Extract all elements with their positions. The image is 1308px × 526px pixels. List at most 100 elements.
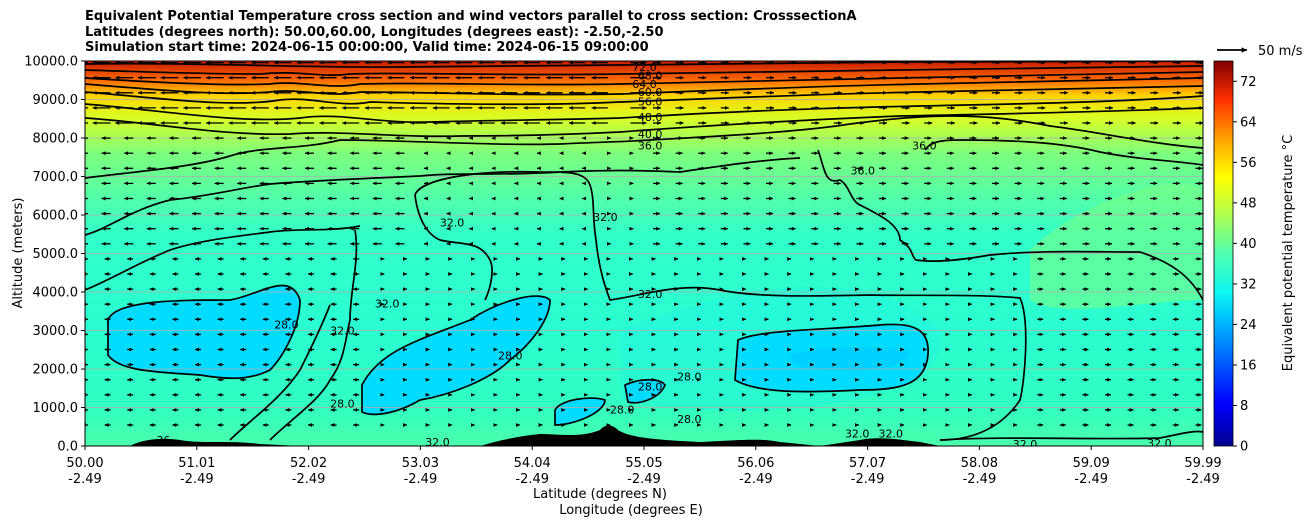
contour-label: 64.0 (632, 78, 657, 91)
y-axis: 0.0 1000.0 2000.0 3000.0 4000.0 5000.0 6000.0 7… (24, 55, 85, 455)
terrain (85, 425, 940, 446)
wind-vectors (85, 61, 1203, 427)
contour-label: 32.0 (375, 298, 400, 311)
contour-28-4 (554, 397, 606, 426)
x-tick-label-lat: 58.08 (961, 456, 998, 471)
x-tick-label-lat: 56.06 (737, 456, 774, 471)
colorbar-tick-label: 32 (1240, 277, 1257, 292)
contour-28-2 (361, 295, 551, 416)
title-line-3: Simulation start time: 2024-06-15 00:00:… (85, 40, 649, 55)
quiver-key-label: 50 m/s (1258, 44, 1303, 59)
colorbar (1213, 60, 1234, 447)
y-axis-label: Altitude (meters) (11, 198, 26, 309)
colorbar-tick-label: 0 (1240, 440, 1248, 455)
title-line-2: Latitudes (degrees north): 50.00,60.00, … (85, 24, 664, 40)
x-tick-label-lon: -2.49 (180, 472, 214, 487)
y-tick-label: 9000.0 (33, 93, 79, 108)
colorbar-tick-label: 48 (1240, 196, 1257, 211)
contour-label: 72.0 (632, 61, 657, 74)
y-tick-label: 8000.0 (33, 132, 79, 147)
contour-label: 32.0 (425, 436, 450, 449)
x-tick-label-lon: -2.49 (404, 472, 438, 487)
contour-32-left (414, 194, 493, 301)
colorbar-tick-label: 40 (1240, 237, 1257, 252)
y-tick-label: 4000.0 (33, 286, 79, 301)
chart-title: Equivalent Potential Temperature cross s… (85, 9, 857, 56)
contour-label: 28.0 (498, 350, 523, 363)
contour-label: 28.0 (638, 380, 663, 393)
contour-60 (85, 77, 1203, 96)
y-tick-label: 2000.0 (33, 363, 79, 378)
y-tick-label: 1000.0 (33, 401, 79, 416)
x-tick-label-lat: 59.99 (1184, 456, 1221, 471)
y-tick-label: 6000.0 (33, 209, 79, 224)
contour-label: 32.0 (879, 427, 904, 440)
contour-label: 56.0 (638, 95, 663, 108)
x-tick-label-lat: 59.09 (1073, 456, 1110, 471)
contour-label: 32.0 (845, 427, 870, 440)
colorbar-tick-label: 72 (1240, 75, 1257, 90)
contour-40 (85, 107, 1203, 138)
contour-label: 28.0 (677, 413, 702, 426)
x-tick-label-lon: -2.49 (963, 472, 997, 487)
contour-label: 36.0 (851, 165, 876, 178)
x-axis-label-latitude: Latitude (degrees N) (533, 487, 667, 502)
title-line-1: Equivalent Potential Temperature cross s… (85, 9, 857, 24)
contour-label: 48.0 (638, 111, 663, 124)
x-tick-label-lat: 57.07 (849, 456, 886, 471)
cold-pool-5 (625, 379, 665, 403)
x-tick-label-lon: -2.49 (1186, 472, 1220, 487)
x-tick-label-lat: 51.01 (178, 456, 215, 471)
contour-lines (85, 61, 1203, 441)
contour-32-bottom (939, 430, 1203, 441)
contour-label: 32.0 (638, 288, 663, 301)
cold-pool-2 (362, 296, 550, 415)
contour-label: 36.0 (638, 140, 663, 153)
contour-56 (85, 85, 1203, 106)
contour-label: 28.0 (274, 319, 299, 332)
y-tick-label: 10000.0 (24, 55, 78, 70)
contour-36 (85, 115, 1203, 179)
contour-36-c (85, 225, 361, 291)
x-tick-label-lon: -2.49 (1074, 472, 1108, 487)
x-tick-label-lon: -2.49 (739, 472, 773, 487)
colorbar-tick-label: 56 (1240, 156, 1257, 171)
cold-pool-1 (108, 285, 300, 379)
contour-32-main (414, 170, 1027, 441)
contour-32-center (269, 229, 358, 441)
contour-label: 28.0 (677, 371, 702, 384)
contour-28-5 (624, 378, 666, 404)
contour-68 (85, 65, 1203, 77)
y-tick-label: 5000.0 (33, 247, 79, 262)
x-tick-label-lon: -2.49 (515, 472, 549, 487)
contour-label: 32.0 (1147, 437, 1172, 450)
x-axis-label-longitude: Longitude (degrees E) (559, 503, 703, 518)
plot-area: 72.068.064.060.056.048.040.036.0 36.036.0… (85, 61, 1203, 451)
x-tick-label-lat: 52.02 (290, 456, 327, 471)
contour-labels: 72.068.064.060.056.048.040.036.0 36.036.0… (156, 61, 1172, 451)
x-tick-label-lat: 55.05 (625, 456, 662, 471)
contour-label: 28.0 (610, 403, 635, 416)
contour-64 (85, 71, 1203, 87)
contour-28-1 (107, 284, 301, 380)
contour-36-b (85, 157, 801, 236)
y-tick-label: 3000.0 (33, 324, 79, 339)
colorbar-label: Equivalent potential temperature °C (1281, 135, 1296, 371)
contour-label: 32.0 (1013, 438, 1038, 451)
contour-label: 40.0 (638, 128, 663, 141)
contour-label: 32.0 (330, 325, 355, 338)
x-axis: 50.00-2.4951.01-2.4952.02-2.4953.03-2.49… (66, 446, 1222, 487)
contour-36-e (924, 139, 1203, 166)
cold-pool-4 (555, 398, 605, 425)
contour-label: 32.0 (593, 211, 618, 224)
x-tick-label-lon: -2.49 (851, 472, 885, 487)
contour-72 (85, 61, 1203, 68)
contour-36-d (817, 149, 1203, 301)
x-tick-label-lat: 50.00 (66, 456, 103, 471)
contour-label: 28.0 (330, 398, 355, 411)
x-tick-label-lat: 54.04 (514, 456, 551, 471)
contour-48 (85, 95, 1203, 124)
colorbar-tick-label: 24 (1240, 318, 1257, 333)
contour-label: 68.0 (638, 70, 663, 83)
